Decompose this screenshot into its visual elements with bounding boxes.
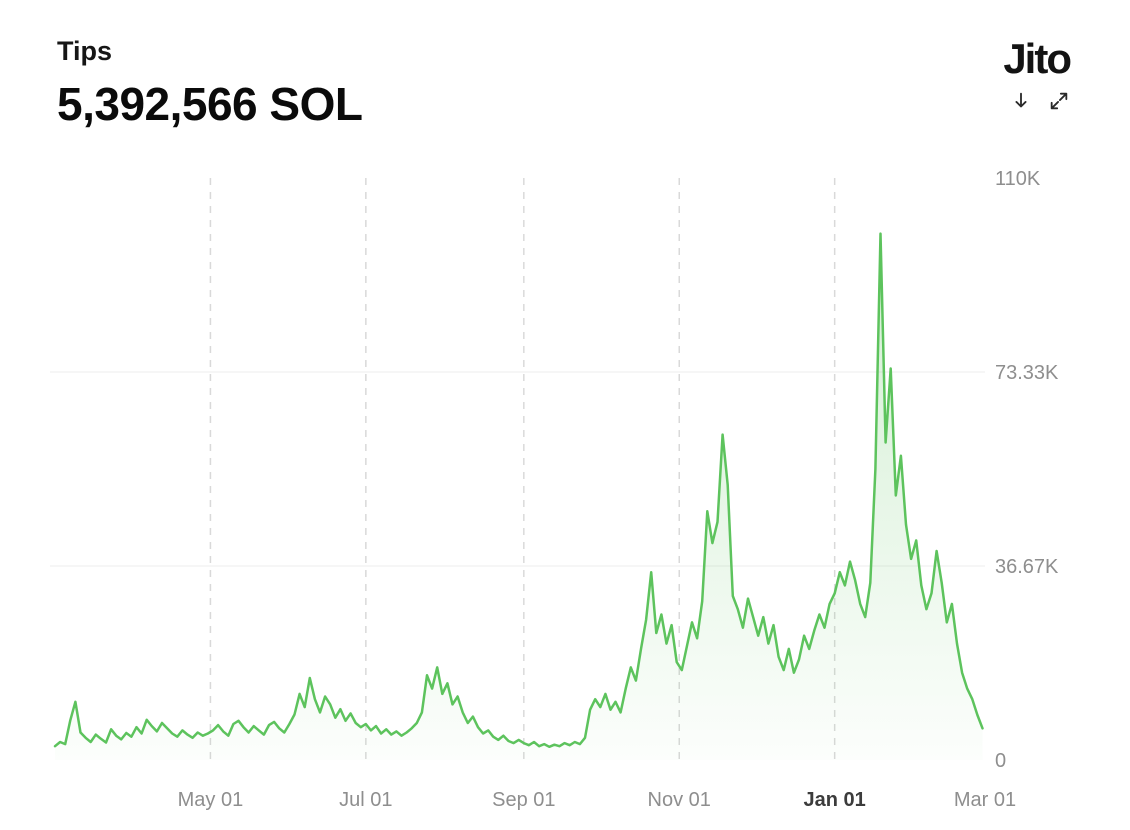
chart-toolbar xyxy=(1003,90,1070,112)
download-button[interactable] xyxy=(1010,90,1032,112)
x-axis-tick-label: Sep 01 xyxy=(492,789,555,811)
total-tips-value: 5,392,566 SOL xyxy=(57,78,363,130)
chart-title: Tips xyxy=(57,36,113,66)
y-axis-tick-label: 110K xyxy=(995,168,1041,190)
expand-icon xyxy=(1050,92,1068,110)
jito-logo: Jito xyxy=(1003,35,1072,82)
y-axis-tick-label: 0 xyxy=(995,750,1006,772)
download-icon xyxy=(1015,92,1027,108)
x-axis-tick-label: Mar 01 xyxy=(954,789,1016,811)
tips-area-fill xyxy=(55,233,983,761)
x-axis-tick-label: Nov 01 xyxy=(648,789,711,811)
y-axis-tick-label: 36.67K xyxy=(995,556,1059,578)
tips-line xyxy=(53,232,984,749)
logo-block: Jito xyxy=(1003,35,1072,112)
header: Tips 5,392,566 SOL Jito xyxy=(0,0,1130,131)
expand-button[interactable] xyxy=(1048,90,1070,112)
title-block: Tips 5,392,566 SOL xyxy=(57,36,363,131)
x-axis-tick-label: Jul 01 xyxy=(339,789,392,811)
x-axis-tick-label: Jan 01 xyxy=(804,789,866,811)
y-axis-tick-label: 73.33K xyxy=(995,362,1059,384)
x-axis-tick-label: May 01 xyxy=(178,789,244,811)
